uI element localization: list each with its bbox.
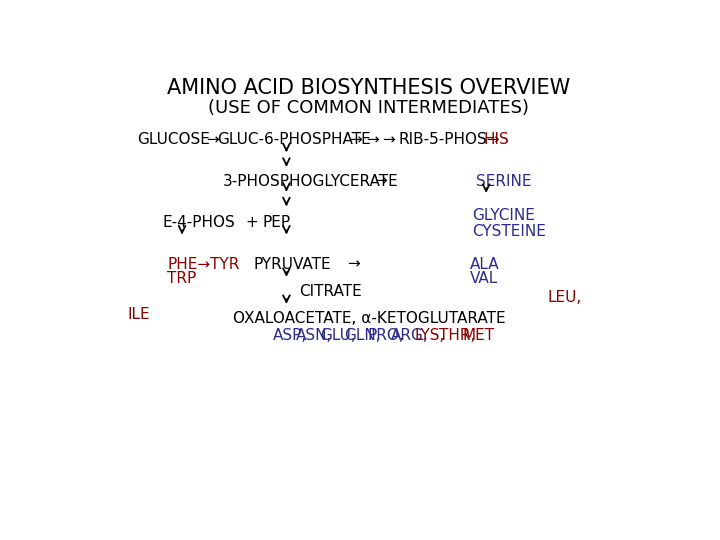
Text: AMINO ACID BIOSYNTHESIS OVERVIEW: AMINO ACID BIOSYNTHESIS OVERVIEW — [167, 78, 571, 98]
Text: 3-PHOSPHOGLYCERATE: 3-PHOSPHOGLYCERATE — [222, 174, 399, 188]
Text: ASN,: ASN, — [297, 328, 333, 342]
Text: GLYCINE: GLYCINE — [472, 208, 535, 223]
Text: OXALOACETATE, α-KETOGLUTARATE: OXALOACETATE, α-KETOGLUTARATE — [233, 311, 505, 326]
Text: SERINE: SERINE — [476, 174, 531, 188]
Text: PYRUVATE: PYRUVATE — [253, 257, 331, 272]
Text: GLUC-6-PHOSPHATE: GLUC-6-PHOSPHATE — [217, 132, 371, 147]
Text: MET: MET — [462, 328, 495, 342]
Text: ALA: ALA — [469, 257, 499, 272]
Text: PRO,: PRO, — [367, 328, 404, 342]
Text: →: → — [374, 174, 387, 188]
Text: PEP: PEP — [263, 215, 291, 230]
Text: GLUCOSE: GLUCOSE — [138, 132, 210, 147]
Text: +: + — [245, 215, 258, 230]
Text: E-4-PHOS: E-4-PHOS — [163, 215, 235, 230]
Text: ASP,: ASP, — [273, 328, 307, 342]
Text: GLU,: GLU, — [320, 328, 356, 342]
Text: ILE: ILE — [128, 307, 150, 322]
Text: →: → — [366, 132, 379, 147]
Text: RIB-5-PHOS→: RIB-5-PHOS→ — [398, 132, 500, 147]
Text: HIS: HIS — [483, 132, 509, 147]
Text: (USE OF COMMON INTERMEDIATES): (USE OF COMMON INTERMEDIATES) — [209, 99, 529, 118]
Text: LYS,: LYS, — [415, 328, 445, 342]
Text: CITRATE: CITRATE — [300, 284, 362, 299]
Text: →: → — [382, 132, 395, 147]
Text: THR,: THR, — [438, 328, 475, 342]
Text: VAL: VAL — [469, 271, 498, 286]
Text: ARG,: ARG, — [391, 328, 429, 342]
Text: →: → — [206, 132, 219, 147]
Text: →: → — [347, 257, 359, 272]
Text: PHE→TYR: PHE→TYR — [167, 257, 239, 272]
Text: CYSTEINE: CYSTEINE — [472, 224, 546, 239]
Text: LEU,: LEU, — [547, 290, 582, 305]
Text: GLN,: GLN, — [343, 328, 380, 342]
Text: TRP: TRP — [167, 271, 197, 286]
Text: →: → — [349, 132, 362, 147]
